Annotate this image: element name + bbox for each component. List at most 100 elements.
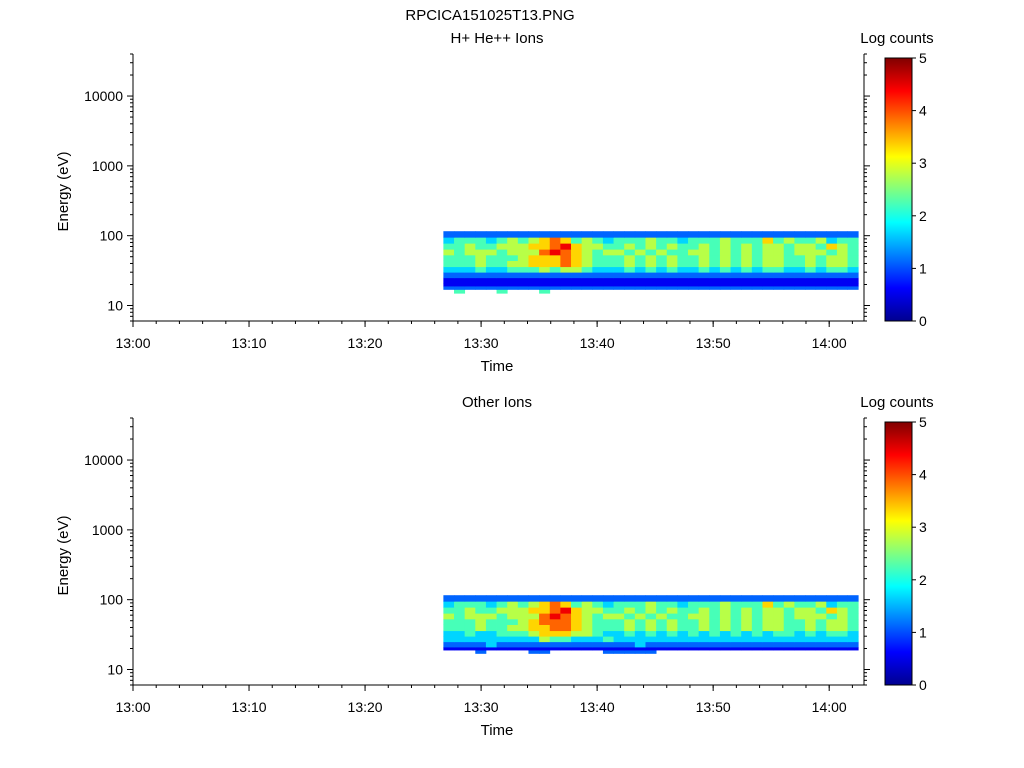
heatmap-cell [571,607,583,614]
heatmap-cell [485,601,497,608]
heatmap-cell [581,607,593,614]
heatmap-cell [485,266,497,273]
heatmap-cell [634,624,646,632]
heatmap-cell [624,277,636,284]
heatmap-cell [464,286,476,290]
heatmap-cell [709,249,721,256]
colorbar-tick-label: 0 [919,313,927,329]
heatmap-cell [815,601,827,608]
heatmap-cell [454,283,466,287]
heatmap-cell [794,630,806,637]
heatmap-cell [475,613,487,620]
heatmap-cell [666,260,678,268]
heatmap-cell [698,613,710,620]
heatmap-cell [624,286,636,290]
heatmap-cell [571,618,583,625]
heatmap-cell [741,243,753,250]
heatmap-cell [571,266,583,273]
heatmap-cell [613,283,625,287]
heatmap-cell [464,641,476,648]
heatmap-cell [719,266,731,273]
heatmap-cell [773,636,785,643]
heatmap-cell [709,237,721,244]
heatmap-cell [847,272,859,279]
heatmap-cell [666,266,678,273]
heatmap-cell [656,249,668,256]
heatmap-cell [677,260,689,268]
heatmap-cell [517,647,529,651]
heatmap-cell [464,613,476,620]
y-tick-label: 1000 [92,158,123,174]
heatmap-cell [496,613,508,620]
heatmap-cell [794,249,806,256]
heatmap-cell [539,231,551,238]
heatmap-cell [549,277,561,284]
heatmap-cell [496,630,508,637]
heatmap-cell [592,237,604,244]
heatmap-cell [528,624,540,632]
heatmap-cell [464,254,476,261]
heatmap-cell [815,231,827,238]
heatmap-cell [592,286,604,290]
colorbar-tick-label: 3 [919,155,927,171]
heatmap-cell [443,231,455,238]
heatmap-cell [762,231,774,238]
heatmap-cell [539,647,551,651]
heatmap-cell [443,249,455,256]
heatmap-cell [443,624,455,632]
heatmap-cell [783,607,795,614]
heatmap-cell [549,595,561,602]
heatmap-cell [443,630,455,637]
heatmap-cell [815,283,827,287]
heatmap-cell [677,283,689,287]
heatmap-cell [507,630,519,637]
heatmap-cell [571,641,583,648]
heatmap-cell [698,266,710,273]
heatmap-cell [549,266,561,273]
heatmap-cell [528,231,540,238]
heatmap-cell [762,243,774,250]
heatmap-cell [592,272,604,279]
heatmap-cell [517,237,529,244]
heatmap-cell [613,249,625,256]
heatmap-cell [688,249,700,256]
heatmap-cell [496,624,508,632]
heatmap-cell [539,650,551,654]
heatmap-cell [475,243,487,250]
heatmap-cell [805,636,817,643]
heatmap-cell [805,607,817,614]
heatmap-cell [602,601,614,608]
heatmap-cell [613,618,625,625]
heatmap-cell [496,231,508,238]
heatmap-cell [602,618,614,625]
heatmap-cell [475,272,487,279]
heatmap-cell [560,237,572,244]
heatmap-cell [656,243,668,250]
heatmap-cell [741,641,753,648]
heatmap-cell [613,636,625,643]
heatmap-cell [528,277,540,284]
heatmap-cell [645,624,657,632]
heatmap-cell [741,260,753,268]
heatmap-cell [485,283,497,287]
heatmap-cell [496,595,508,602]
heatmap-cell [719,595,731,602]
heatmap-cell [454,249,466,256]
heatmap-cell [730,624,742,632]
x-tick-label: 13:40 [580,699,615,715]
heatmap-cell [581,647,593,651]
heatmap-cell [581,277,593,284]
heatmap-cell [762,277,774,284]
heatmap-cell [496,636,508,643]
heatmap-cell [454,607,466,614]
heatmap-cell [634,607,646,614]
heatmap-cell [656,636,668,643]
heatmap-cell [815,618,827,625]
heatmap-cell [645,613,657,620]
heatmap-cell [528,613,540,620]
heatmap-cell [571,613,583,620]
heatmap-cell [762,630,774,637]
heatmap-cell [517,243,529,250]
heatmap-cell [741,266,753,273]
heatmap-cell [464,624,476,632]
